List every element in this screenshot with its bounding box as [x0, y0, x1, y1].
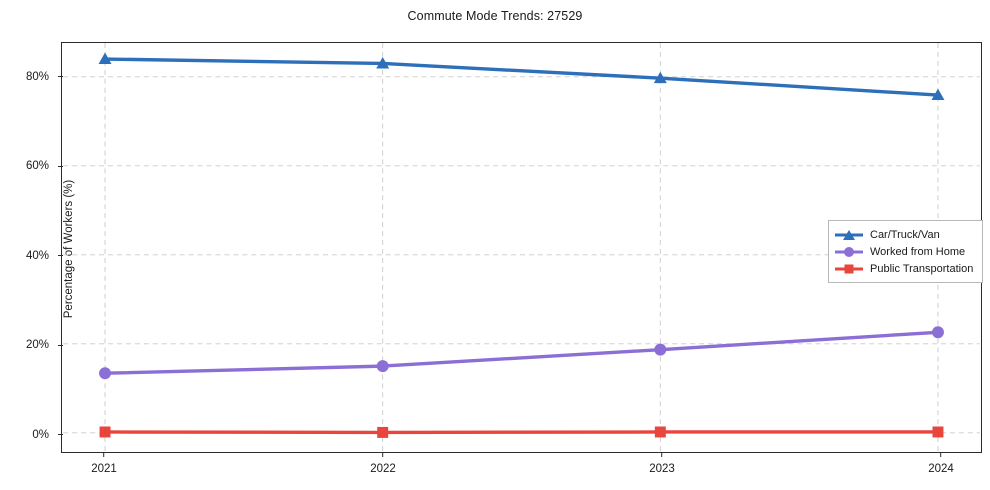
- x-axis-tick-label: 2022: [370, 463, 396, 475]
- x-axis-tick-mark: [103, 452, 105, 457]
- y-axis-tick-mark: [58, 76, 63, 78]
- y-axis-tick: 40%: [25, 247, 63, 265]
- x-axis-tick: 2023: [649, 452, 675, 475]
- x-axis-tick: 2022: [370, 452, 396, 475]
- x-axis-tick-label: 2024: [928, 463, 954, 475]
- legend-label: Car/Truck/Van: [870, 228, 940, 241]
- y-axis-tick-label: 20%: [25, 339, 49, 352]
- y-axis-tick: 60%: [25, 157, 63, 175]
- x-axis-tick: 2024: [928, 452, 954, 475]
- x-axis-tick-label: 2021: [91, 463, 117, 475]
- legend-item[interactable]: Car/Truck/Van: [835, 226, 973, 243]
- legend-marker-triangle-icon: [843, 229, 855, 240]
- legend-item[interactable]: Public Transportation: [835, 260, 973, 277]
- x-axis-tick: 2021: [91, 452, 117, 475]
- legend-swatch: [835, 228, 863, 242]
- chart-title: Commute Mode Trends: 27529: [407, 9, 583, 23]
- legend-label: Public Transportation: [870, 262, 974, 275]
- y-axis-tick: 0%: [32, 426, 63, 444]
- legend-marker-square-icon: [844, 264, 854, 273]
- legend-swatch: [835, 262, 863, 276]
- y-axis-tick-mark: [58, 344, 63, 346]
- y-axis-tick-label: 60%: [25, 160, 49, 173]
- y-axis-tick-label: 80%: [25, 70, 49, 83]
- y-axis-tick-mark: [58, 433, 63, 436]
- legend-marker-circle-icon: [844, 246, 854, 257]
- y-axis-tick: 80%: [25, 68, 63, 86]
- legend-label: Worked from Home: [870, 245, 966, 258]
- series-lines: [98, 52, 945, 438]
- x-axis-tick-mark: [661, 452, 663, 457]
- legend-item[interactable]: Worked from Home: [835, 243, 973, 260]
- x-axis-tick-label: 2023: [649, 463, 675, 475]
- y-axis-tick-label: 40%: [25, 249, 49, 262]
- y-axis-tick: 20%: [25, 336, 63, 354]
- legend-swatch: [835, 245, 863, 259]
- chart-legend: Car/Truck/Van Worked from Home Public Tran…: [828, 220, 984, 283]
- y-axis-tick-label: 0%: [32, 428, 49, 441]
- y-axis-tick-mark: [58, 165, 63, 167]
- x-axis-tick-mark: [940, 452, 942, 457]
- x-axis-tick-mark: [382, 452, 384, 457]
- y-axis-tick-mark: [58, 255, 63, 257]
